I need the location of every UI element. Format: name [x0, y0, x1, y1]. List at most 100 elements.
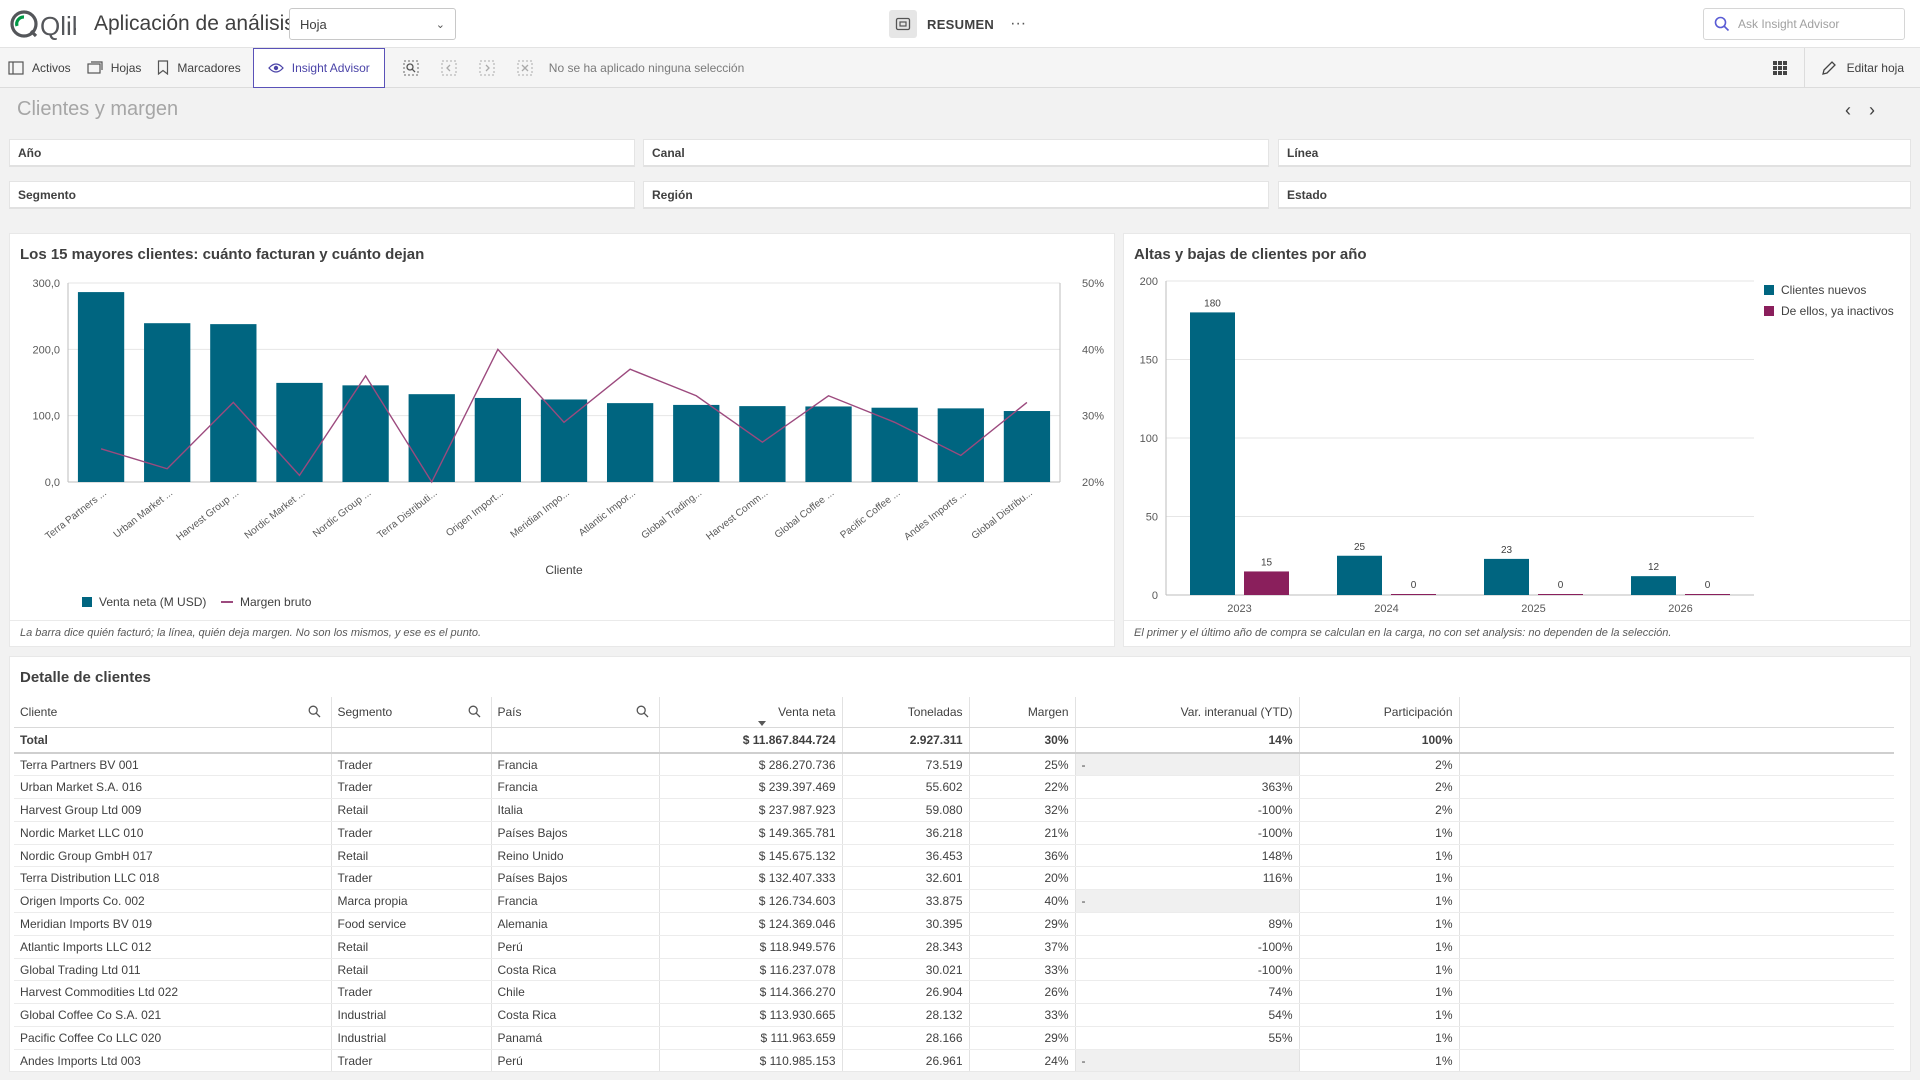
cell-client[interactable]: Terra Partners BV 001: [14, 753, 332, 777]
cell-tons: 30.395: [842, 912, 970, 936]
cell-country: Perú: [491, 935, 660, 959]
cell-empty: [1459, 912, 1894, 936]
column-header-country[interactable]: País: [491, 697, 660, 728]
filter-year[interactable]: Año: [9, 139, 635, 167]
sheet-selector[interactable]: Hoja ⌄: [289, 8, 456, 40]
client-detail-table[interactable]: Cliente Segmento País Venta neta Tonelad…: [14, 697, 1894, 1071]
cell-margin: 25%: [969, 753, 1076, 777]
table-row[interactable]: Harvest Commodities Ltd 022 Trader Chile $ …: [14, 980, 1894, 1005]
cell-segment: Trader: [331, 775, 492, 800]
table-row[interactable]: Global Coffee Co S.A. 021 Industrial Costa…: [14, 1003, 1894, 1028]
more-options-icon[interactable]: ···: [1010, 15, 1027, 32]
bookmarks-button[interactable]: Marcadores: [149, 48, 248, 88]
presentation-icon[interactable]: [889, 10, 917, 38]
search-icon[interactable]: [308, 705, 321, 718]
cell-yoy: -100%: [1075, 958, 1300, 982]
table-row[interactable]: Harvest Group Ltd 009 Retail Italia $ 237.9…: [14, 798, 1894, 822]
toolbar-right: Editar hoja: [1757, 48, 1920, 88]
table-row[interactable]: Nordic Group GmbH 017 Retail Reino Unido $ …: [14, 844, 1894, 868]
cell-client[interactable]: Origen Imports Co. 002: [14, 889, 332, 914]
qlik-logo[interactable]: Qlik: [8, 6, 76, 42]
sheets-button[interactable]: Hojas: [79, 48, 150, 88]
top-bar: Qlik Aplicación de análisis Hoja ⌄ RESUM…: [0, 0, 1920, 48]
filter-channel[interactable]: Canal: [643, 139, 1269, 167]
legend-label-net-sales: Venta neta (M USD): [99, 595, 206, 609]
column-header-net-sales[interactable]: Venta neta: [659, 697, 843, 728]
insight-advisor-button[interactable]: Insight Advisor: [252, 47, 385, 88]
filter-region[interactable]: Región: [643, 181, 1269, 209]
next-sheet-icon[interactable]: ›: [1869, 100, 1875, 120]
table-row[interactable]: Nordic Market LLC 010 Trader Países Bajos $…: [14, 821, 1894, 845]
column-header-yoy[interactable]: Var. interanual (YTD): [1075, 697, 1300, 728]
cell-client[interactable]: Harvest Commodities Ltd 022: [14, 980, 332, 1005]
cell-client[interactable]: Andes Imports Ltd 003: [14, 1049, 332, 1071]
x-tick-label: 2023: [1227, 603, 1251, 615]
x-tick-label: Nordic Group ...: [311, 488, 373, 540]
column-header-margin[interactable]: Margen: [969, 697, 1076, 728]
previous-sheet-icon[interactable]: ‹: [1845, 100, 1851, 120]
cell-client[interactable]: Harvest Group Ltd 009: [14, 798, 332, 822]
column-header-tons[interactable]: Toneladas: [842, 697, 970, 728]
bookmark-icon: [158, 60, 169, 75]
cell-segment: Industrial: [331, 1026, 492, 1050]
table-total-row: Total $ 11.867.844.724 2.927.311 30% 14%…: [14, 727, 1894, 754]
bar-new-clients: [1337, 555, 1382, 595]
client-churn-bar-chart[interactable]: 0 50 100 150 200 180 15 2023 25 0 2024 23 0 2025 12 0 20…: [1124, 234, 1912, 620]
cell-segment: Retail: [331, 958, 492, 982]
column-header-client[interactable]: Cliente: [14, 697, 332, 728]
cell-net-sales: $ 145.675.132: [659, 844, 843, 868]
top-clients-chart-panel[interactable]: Los 15 mayores clientes: cuánto facturan…: [9, 233, 1115, 647]
bar-net-sales: [77, 292, 125, 482]
column-header-share[interactable]: Participación: [1299, 697, 1460, 728]
table-row[interactable]: Meridian Imports BV 019 Food service Alema…: [14, 912, 1894, 936]
table-row[interactable]: Andes Imports Ltd 003 Trader Perú $ 110.985…: [14, 1049, 1894, 1071]
x-tick-label: Pacific Coffee ...: [838, 488, 902, 541]
smart-search-icon[interactable]: [403, 60, 419, 76]
search-icon[interactable]: [468, 705, 481, 718]
client-churn-chart-panel[interactable]: Altas y bajas de clientes por año 0 50 100…: [1123, 233, 1911, 647]
cell-client[interactable]: Nordic Group GmbH 017: [14, 844, 332, 868]
table-row[interactable]: Global Trading Ltd 011 Retail Costa Rica $ …: [14, 958, 1894, 982]
table-row[interactable]: Terra Partners BV 001 Trader Francia $ 286.…: [14, 753, 1894, 777]
table-row[interactable]: Urban Market S.A. 016 Trader Francia $ 239.…: [14, 775, 1894, 800]
cell-yoy: 148%: [1075, 844, 1300, 868]
legend-label-new-clients: Clientes nuevos: [1781, 283, 1866, 297]
filter-segment[interactable]: Segmento: [9, 181, 635, 209]
step-back-icon[interactable]: [441, 60, 457, 76]
cell-client[interactable]: Meridian Imports BV 019: [14, 912, 332, 936]
sheet-title: Clientes y margen: [17, 98, 179, 120]
total-net-sales: $ 11.867.844.724: [659, 727, 843, 754]
cell-client[interactable]: Atlantic Imports LLC 012: [14, 935, 332, 959]
bar-data-label: 180: [1204, 298, 1221, 309]
search-icon[interactable]: [636, 705, 649, 718]
step-forward-icon[interactable]: [479, 60, 495, 76]
cell-client[interactable]: Nordic Market LLC 010: [14, 821, 332, 845]
top-clients-combo-chart[interactable]: 0,0 100,0 200,0 300,0 20% 30% 40% 50% Terra Part…: [10, 234, 1116, 620]
cell-share: 1%: [1299, 1049, 1460, 1071]
edit-sheet-button[interactable]: Editar hoja: [1805, 60, 1920, 76]
x-tick-label: 2025: [1521, 603, 1545, 615]
y-tick-label: 50: [1146, 512, 1158, 524]
assets-button[interactable]: Activos: [0, 48, 79, 88]
cell-client[interactable]: Terra Distribution LLC 018: [14, 866, 332, 891]
clear-selections-icon[interactable]: [517, 60, 533, 76]
bar-net-sales: [739, 406, 786, 482]
filter-line[interactable]: Línea: [1278, 139, 1911, 167]
table-row[interactable]: Pacific Coffee Co LLC 020 Industrial Panam…: [14, 1026, 1894, 1050]
table-row[interactable]: Atlantic Imports LLC 012 Retail Perú $ 118.…: [14, 935, 1894, 959]
cell-country: Chile: [491, 980, 660, 1005]
table-row[interactable]: Terra Distribution LLC 018 Trader Países B…: [14, 866, 1894, 891]
table-row[interactable]: Origen Imports Co. 002 Marca propia Franci…: [14, 889, 1894, 914]
edit-sheet-label: Editar hoja: [1846, 61, 1904, 75]
cell-share: 2%: [1299, 798, 1460, 822]
cell-client[interactable]: Global Coffee Co S.A. 021: [14, 1003, 332, 1028]
cell-client[interactable]: Global Trading Ltd 011: [14, 958, 332, 982]
column-header-segment[interactable]: Segmento: [331, 697, 492, 728]
cell-client[interactable]: Urban Market S.A. 016: [14, 775, 332, 800]
grid-view-button[interactable]: [1757, 48, 1805, 88]
cell-empty: [1459, 753, 1894, 777]
cell-client[interactable]: Pacific Coffee Co LLC 020: [14, 1026, 332, 1050]
x-tick-label: Meridian Impo...: [509, 488, 572, 541]
filter-status[interactable]: Estado: [1278, 181, 1911, 209]
ask-insight-advisor-search[interactable]: Ask Insight Advisor: [1703, 8, 1905, 40]
